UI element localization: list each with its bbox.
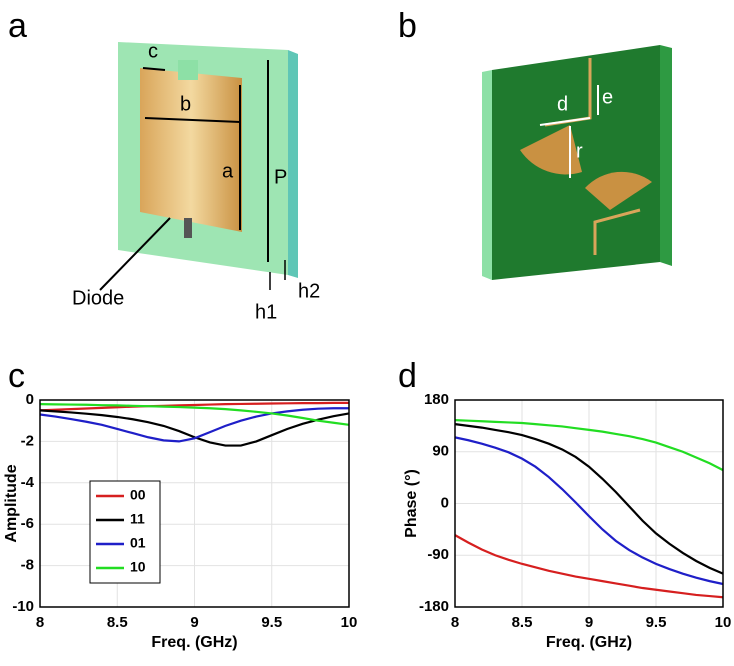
legend-label: 00 [130,487,146,503]
legend-label: 10 [130,559,146,575]
y-tick-label: -10 [12,598,34,615]
y-tick-label: -4 [21,474,35,491]
dimension-label: b [180,93,191,115]
x-tick-label: 9 [585,614,593,631]
y-axis-title: Amplitude [3,464,20,542]
panel-label: a [8,7,27,45]
y-tick-label: -90 [427,546,449,563]
dimension-label: a [222,160,234,182]
y-tick-label: -2 [21,432,34,449]
x-tick-label: 9.5 [646,614,667,631]
legend-label: 11 [130,511,145,527]
y-tick-label: 0 [441,494,449,511]
unit-cell-front [100,42,298,290]
x-tick-label: 8 [451,614,459,631]
panel-label: b [398,7,417,45]
y-tick-label: 0 [26,391,34,408]
dimension-label: P [274,166,287,188]
dimension-label: c [148,40,158,62]
x-tick-label: 8.5 [107,614,128,631]
y-tick-label: -8 [21,557,34,574]
y-tick-label: -180 [419,598,449,615]
x-axis-title: Freq. (GHz) [151,634,237,651]
x-tick-label: 9 [190,614,198,631]
x-tick-label: 8.5 [512,614,533,631]
x-tick-label: 10 [715,614,732,631]
legend-label: 01 [130,535,146,551]
y-tick-label: 180 [424,391,449,408]
dimension-label: h2 [298,280,320,302]
x-tick-label: 9.5 [261,614,282,631]
component-label: Diode [72,287,124,309]
x-tick-label: 10 [341,614,358,631]
dimension-label: r [576,140,583,162]
y-tick-label: 90 [432,443,449,460]
dimension-label: e [602,86,613,108]
dimension-label: d [557,93,568,115]
x-tick-label: 8 [36,614,44,631]
panel-label: d [398,357,417,395]
panel-label: c [8,357,25,395]
figure: a b c d c b a P Diode h1 h2 d e r 8 8.5 9 9… [0,0,734,666]
y-axis-title: Phase (°) [403,469,420,538]
y-tick-label: -6 [21,515,34,532]
dimension-label: h1 [255,301,277,323]
x-axis-title: Freq. (GHz) [546,634,632,651]
unit-cell-back [482,45,672,280]
